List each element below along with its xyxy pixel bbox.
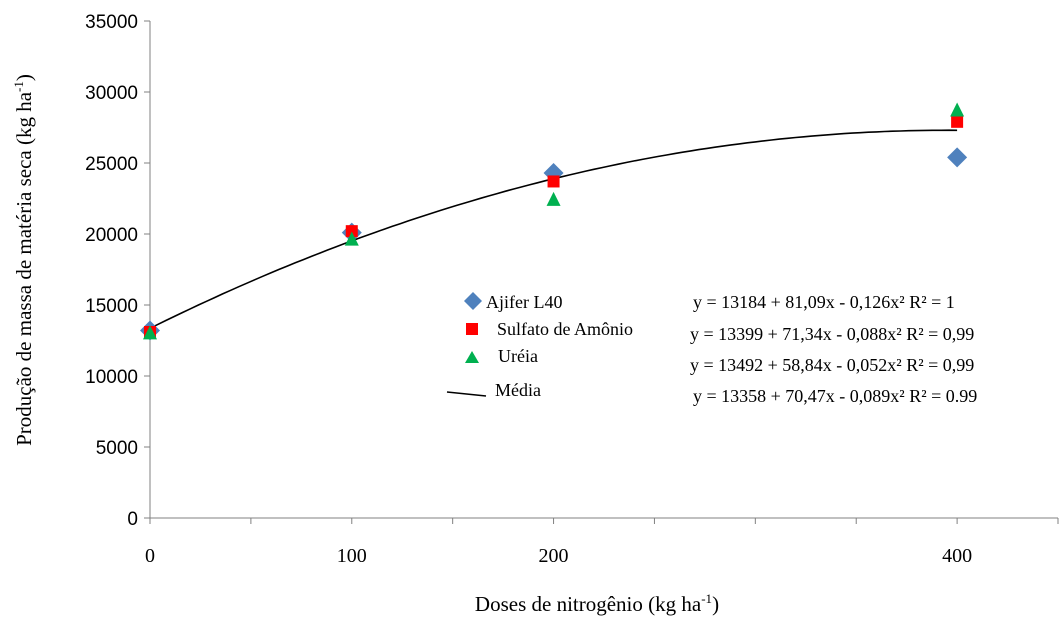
point-ureia [143,325,157,340]
regression-equations: y = 13184 + 81,09x - 0,126x² R² = 1 y = … [690,292,977,406]
legend-item-ureia: Uréia [465,346,538,366]
axes [144,20,1059,524]
y-axis-title-end: ) [12,74,36,81]
equation-ureia: y = 13492 + 58,84x - 0,052x² R² = 0,99 [690,355,974,375]
y-tick-label: 35000 [85,12,138,33]
legend-marker-square [466,323,478,335]
x-tick-label: 100 [337,545,367,567]
x-axis-title-end: ) [712,592,719,616]
equation-ajifer: y = 13184 + 81,09x - 0,126x² R² = 1 [693,292,955,312]
legend-item-ajifer: Ajifer L40 [464,292,562,312]
legend-label-ureia: Uréia [498,346,538,366]
y-tick-label: 20000 [85,225,138,246]
equation-sulfato: y = 13399 + 71,34x - 0,088x² R² = 0,99 [690,324,974,344]
legend-label-ajifer: Ajifer L40 [486,292,562,312]
legend-marker-diamond [464,292,482,310]
y-tick-label: 15000 [85,296,138,317]
data-points [140,102,968,341]
y-tick-label: 25000 [85,154,138,175]
point-ureia [344,231,359,246]
legend-item-sulfato: Sulfato de Amônio [466,319,633,339]
point-ureia [950,102,965,117]
legend-item-media: Média [446,380,541,400]
x-axis-title-main: Doses de nitrogênio (kg ha [475,592,702,616]
point-sulfato [951,115,964,128]
y-axis-title-sup: -1 [11,81,26,92]
y-tick-label: 30000 [85,83,138,104]
legend-label-media: Média [495,380,541,400]
y-axis-title: Produção de massa de matéria seca (kg ha… [11,74,36,446]
legend-label-sulfato: Sulfato de Amônio [497,319,633,339]
y-tick-label: 0 [127,509,138,530]
y-axis-title-main: Produção de massa de matéria seca (kg ha [12,91,36,446]
x-tick-label: 0 [145,545,155,567]
x-axis-title-sup: -1 [701,591,712,606]
point-ureia [546,191,561,206]
legend: Ajifer L40 Sulfato de Amônio Uréia Média [446,292,633,400]
y-tick-labels: 0 5000 10000 15000 20000 25000 30000 35000 [85,12,138,530]
x-tick-labels: 0 100 200 400 [145,545,972,567]
x-tick-label: 200 [539,545,569,567]
y-tick-label: 5000 [96,438,138,459]
x-tick-label: 400 [942,545,972,567]
point-sulfato [345,225,358,238]
legend-marker-line [446,391,487,397]
point-ajifer [947,147,968,168]
point-sulfato [547,175,560,188]
legend-marker-triangle [465,351,479,363]
equation-media: y = 13358 + 70,47x - 0,089x² R² = 0.99 [693,386,977,406]
y-tick-label: 10000 [85,367,138,388]
x-axis-title: Doses de nitrogênio (kg ha-1) [475,591,719,616]
